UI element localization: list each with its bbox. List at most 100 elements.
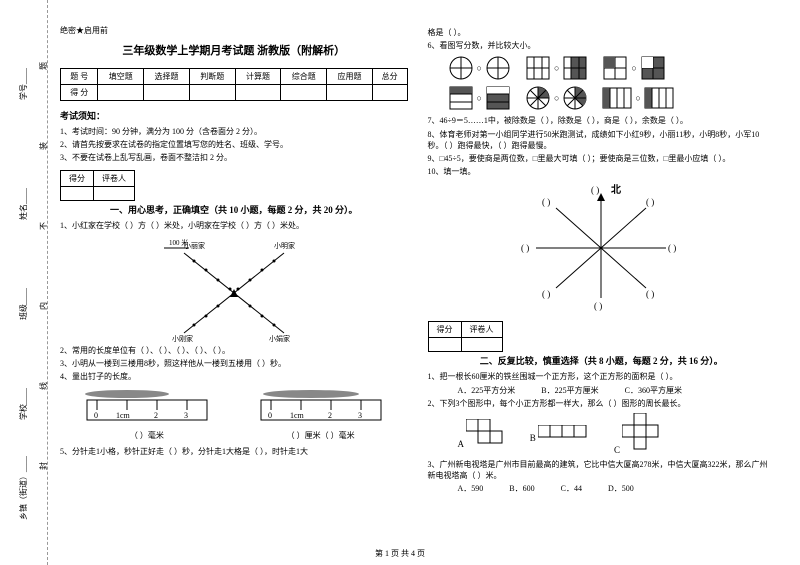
binding-char: 装 bbox=[38, 142, 49, 150]
question: 2、常用的长度单位有（ ）、（ ）、（ ）、（ ）、（ ）。 bbox=[60, 345, 408, 356]
shape-label: B bbox=[530, 433, 536, 443]
question: 3、广州新电视塔是广州市目前最高的建筑，它比中信大厦高278米，中信大厦高322… bbox=[428, 459, 776, 481]
fraction-circle-icon bbox=[448, 55, 474, 81]
choice: A．225平方分米 bbox=[458, 386, 516, 395]
polyomino-icon bbox=[622, 413, 662, 453]
fraction-circle-icon bbox=[525, 85, 551, 111]
score-col: 选择题 bbox=[144, 69, 190, 85]
binding-margin: 乡镇（街道）____ 学校____ 班级____ 姓名____ 学号____ 封… bbox=[0, 0, 48, 565]
binding-char: 不 bbox=[38, 222, 49, 230]
score-col: 总分 bbox=[372, 69, 407, 85]
table-row: 得 分 bbox=[61, 85, 408, 101]
compare-symbol: ○ bbox=[631, 63, 636, 73]
left-column: 绝密★启用前 三年级数学上学期月考试题 浙教版（附解析） 题 号 填空题 选择题… bbox=[50, 25, 418, 545]
binding-label: 姓名____ bbox=[18, 188, 29, 220]
score-table: 题 号 填空题 选择题 判断题 计算题 综合题 应用题 总分 得 分 bbox=[60, 68, 408, 101]
question-cont: 格是（ ）。 bbox=[428, 27, 776, 38]
fraction-square-icon bbox=[640, 55, 666, 81]
svg-text:( ): ( ) bbox=[542, 197, 550, 207]
svg-text:北: 北 bbox=[611, 183, 621, 196]
svg-text:( ): ( ) bbox=[646, 197, 654, 207]
shape-label: C bbox=[614, 445, 620, 455]
shape-option: A bbox=[458, 419, 506, 449]
binding-char: 题 bbox=[38, 62, 49, 70]
svg-text:小娟家: 小娟家 bbox=[269, 334, 290, 343]
compare-symbol: ○ bbox=[477, 93, 482, 103]
binding-label: 学号____ bbox=[18, 68, 29, 100]
svg-text:( ): ( ) bbox=[668, 243, 676, 253]
score-col: 判断题 bbox=[189, 69, 235, 85]
star-diagram: 100 米 小丽家 小明家 小刚家 小娟家 bbox=[154, 233, 314, 343]
notice-item: 1、考试时间：90 分钟，满分为 100 分（含卷面分 2 分）。 bbox=[60, 126, 408, 137]
svg-text:( ): ( ) bbox=[591, 185, 599, 195]
binding-char: 封 bbox=[38, 462, 49, 470]
question: 1、把一根长60厘米的铁丝围城一个正方形，这个正方形的面积是（ ）。 bbox=[428, 371, 776, 382]
page-footer: 第 1 页 共 4 页 bbox=[0, 548, 800, 559]
svg-text:小明家: 小明家 bbox=[274, 241, 295, 250]
svg-text:( ): ( ) bbox=[521, 243, 529, 253]
secret-label: 绝密★启用前 bbox=[60, 25, 408, 36]
table-row: 题 号 填空题 选择题 判断题 计算题 综合题 应用题 总分 bbox=[61, 69, 408, 85]
question: 3、小明从一楼到三楼用8秒，照这样他从一楼到五楼用（ ）秒。 bbox=[60, 358, 408, 369]
fraction-circle-icon bbox=[562, 85, 588, 111]
sub-col: 评卷人 bbox=[94, 170, 135, 186]
compare-symbol: ○ bbox=[554, 93, 559, 103]
choice: C．360平方厘米 bbox=[625, 386, 682, 395]
question: 7、46÷9＝5……1中，被除数是（ ），除数是（ ），商是（ ），余数是（ ）… bbox=[428, 115, 776, 126]
sub-col: 得分 bbox=[428, 322, 461, 338]
exam-title: 三年级数学上学期月考试题 浙教版（附解析） bbox=[60, 42, 408, 58]
grader-table: 得分评卷人 bbox=[60, 170, 135, 201]
svg-text:小丽家: 小丽家 bbox=[184, 241, 205, 250]
score-col: 计算题 bbox=[235, 69, 281, 85]
compare-symbol: ○ bbox=[635, 93, 640, 103]
fraction-square-icon bbox=[448, 85, 474, 111]
choice: B．225平方厘米 bbox=[541, 386, 598, 395]
ruler-label: （ ）厘米（ ）毫米 bbox=[256, 430, 386, 441]
score-col: 应用题 bbox=[327, 69, 373, 85]
page-container: 绝密★启用前 三年级数学上学期月考试题 浙教版（附解析） 题 号 填空题 选择题… bbox=[0, 0, 800, 565]
rulers-row: 01cm23 （ ）毫米 01cm23 （ ）厘米（ ）毫米 bbox=[60, 386, 408, 443]
svg-text:3: 3 bbox=[358, 411, 362, 420]
notice-heading: 考试须知： bbox=[60, 109, 408, 122]
fraction-square-icon bbox=[602, 55, 628, 81]
ruler-diagram: 01cm23 bbox=[82, 386, 212, 426]
question: 4、量出钉子的长度。 bbox=[60, 371, 408, 382]
compass-diagram: ( ) 北 ( ) ( ) ( ) ( ) ( ) ( ) ( ) bbox=[428, 183, 776, 315]
binding-char: 线 bbox=[38, 382, 49, 390]
compare-symbol: ○ bbox=[554, 63, 559, 73]
choice: A．590 bbox=[458, 484, 484, 493]
fraction-pair: ○ bbox=[448, 85, 511, 111]
fraction-circle-icon bbox=[485, 55, 511, 81]
compare-symbol: ○ bbox=[477, 63, 482, 73]
ruler-box: 01cm23 （ ）毫米 bbox=[82, 386, 212, 443]
choices-row: A．590 B．600 C．44 D．500 bbox=[458, 483, 776, 494]
sub-col: 得分 bbox=[61, 170, 94, 186]
section2-title: 二、反复比较，慎重选择（共 8 小题，每题 2 分，共 16 分）。 bbox=[428, 354, 776, 367]
binding-label: 乡镇（街道）____ bbox=[18, 456, 29, 520]
polyomino-icon bbox=[466, 419, 506, 447]
svg-text:( ): ( ) bbox=[594, 301, 602, 311]
question: 5、分针走1小格，秒针正好走（ ）秒，分针走1大格是（ ），时针走1大 bbox=[60, 446, 408, 457]
fraction-row-2: ○ ○ ○ bbox=[448, 85, 776, 111]
sub-col: 评卷人 bbox=[461, 322, 502, 338]
fraction-pair: ○ bbox=[602, 85, 673, 111]
score-label: 得 分 bbox=[61, 85, 98, 101]
binding-label: 班级____ bbox=[18, 288, 29, 320]
question: 8、体育老师对第一小组同学进行50米跑测试，成绩如下小红9秒，小丽11秒，小明8… bbox=[428, 129, 776, 151]
fraction-rect-icon bbox=[644, 87, 674, 109]
shape-label: A bbox=[458, 439, 464, 449]
question: 1、小红家在学校（ ）方（ ）米处，小明家在学校（ ）方（ ）米处。 bbox=[60, 220, 408, 231]
svg-text:0: 0 bbox=[268, 411, 272, 420]
question: 10、填一填。 bbox=[428, 166, 776, 177]
fraction-pair: ○ bbox=[448, 55, 511, 81]
fraction-pair: ○ bbox=[525, 55, 588, 81]
shapes-row: A B C bbox=[458, 413, 776, 455]
binding-label: 学校____ bbox=[18, 388, 29, 420]
shape-option: B bbox=[530, 425, 590, 443]
score-col: 综合题 bbox=[281, 69, 327, 85]
fraction-rect-icon bbox=[602, 87, 632, 109]
binding-char: 内 bbox=[38, 302, 49, 310]
score-col: 题 号 bbox=[61, 69, 98, 85]
shape-option: C bbox=[614, 413, 662, 455]
fraction-square-icon bbox=[525, 55, 551, 81]
